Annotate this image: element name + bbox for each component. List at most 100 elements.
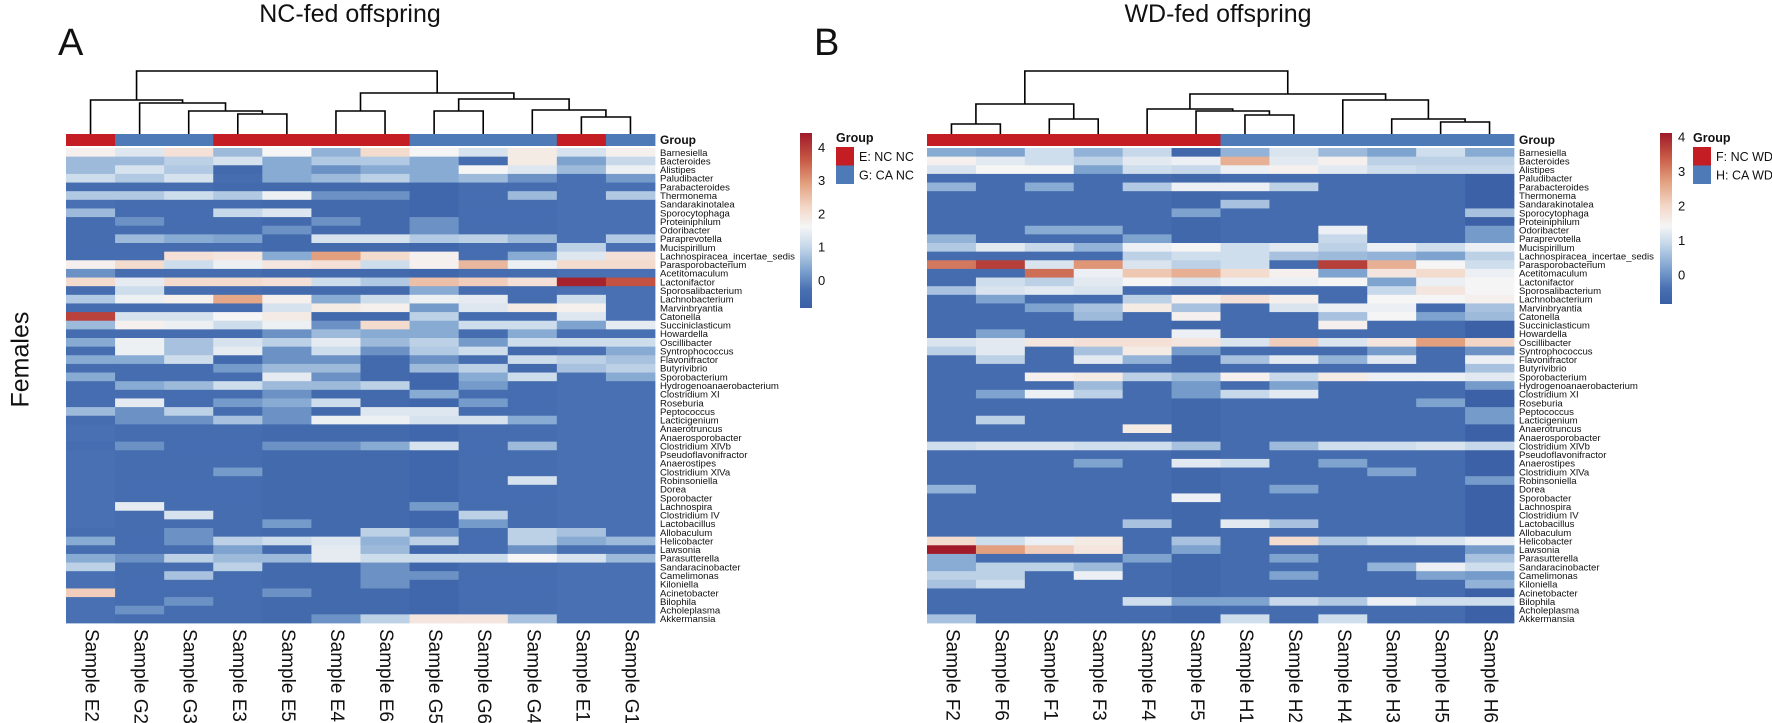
heatmap-cell	[66, 243, 116, 253]
heatmap-cell	[409, 303, 460, 313]
heatmap-cell	[1416, 536, 1466, 546]
heatmap-cell	[927, 234, 977, 244]
heatmap-cell	[213, 458, 263, 468]
heatmap-cell	[1024, 597, 1075, 607]
heatmap-cell	[1122, 217, 1172, 227]
heatmap-cell	[164, 191, 214, 201]
heatmap-cell	[115, 476, 165, 486]
row-label: Marvinbryantia	[1519, 303, 1583, 314]
heatmap-cell	[1073, 225, 1124, 235]
heatmap-cell	[164, 260, 214, 270]
heatmap-cell	[605, 571, 656, 581]
heatmap-cell	[1220, 528, 1270, 538]
heatmap-cell	[311, 484, 361, 494]
heatmap-cell	[1220, 579, 1270, 589]
heatmap-cell	[1122, 208, 1172, 218]
heatmap-cell	[975, 415, 1026, 425]
heatmap-cell	[262, 407, 312, 417]
heatmap-cell	[927, 510, 977, 520]
heatmap-cell	[1416, 579, 1466, 589]
heatmap-cell	[66, 148, 116, 158]
heatmap-cell	[164, 510, 214, 520]
heatmap-cell	[927, 450, 977, 460]
heatmap-cell	[927, 329, 977, 339]
heatmap-cell	[507, 234, 558, 244]
heatmap-cell	[360, 605, 410, 615]
column-label: Sample H2	[1284, 629, 1305, 723]
heatmap-cell	[115, 502, 165, 512]
heatmap-cell	[1465, 199, 1515, 209]
heatmap-cell	[311, 199, 361, 209]
heatmap-cell	[213, 433, 263, 443]
heatmap-cell	[458, 553, 509, 563]
heatmap-cell	[458, 467, 509, 477]
heatmap-cell	[409, 243, 460, 253]
group-annotation-cell	[1122, 134, 1172, 146]
heatmap-cell	[164, 268, 214, 278]
heatmap-cell	[1416, 312, 1466, 322]
heatmap-cell	[1367, 519, 1417, 529]
heatmap-cell	[556, 424, 607, 434]
heatmap-cell	[360, 441, 410, 451]
heatmap-cell	[115, 450, 165, 460]
heatmap-cell	[1220, 407, 1270, 417]
heatmap-cell	[360, 234, 410, 244]
group-annotation-cell	[1269, 134, 1319, 146]
heatmap-cell	[1465, 208, 1515, 218]
heatmap-cell	[1465, 320, 1515, 330]
heatmap-cell	[1269, 148, 1319, 158]
heatmap-cell	[164, 381, 214, 391]
heatmap-cell	[409, 286, 460, 296]
row-label: Clostridium XI	[660, 390, 720, 401]
heatmap-cell	[507, 329, 558, 339]
heatmap-cell	[1122, 320, 1172, 330]
column-dendrogram	[89, 70, 632, 134]
heatmap-cell	[1122, 286, 1172, 296]
dendrogram-branch	[1189, 93, 1387, 109]
heatmap-cell	[1318, 579, 1368, 589]
row-label: Bilophila	[1519, 597, 1556, 608]
heatmap-cell	[1171, 502, 1221, 512]
heatmap-cell	[1073, 346, 1124, 356]
heatmap-cell	[1367, 286, 1417, 296]
heatmap-cell	[1122, 165, 1172, 175]
heatmap-cell	[1024, 458, 1075, 468]
heatmap-cell	[927, 182, 977, 192]
heatmap-cell	[927, 389, 977, 399]
heatmap-cell	[66, 545, 116, 555]
heatmap-cell	[115, 329, 165, 339]
heatmap-cell	[975, 553, 1026, 563]
heatmap-cell	[1465, 528, 1515, 538]
heatmap-cell	[213, 199, 263, 209]
heatmap-cell	[1269, 579, 1319, 589]
heatmap-cell	[507, 346, 558, 356]
row-label: Sporocytophaga	[660, 208, 731, 219]
heatmap-cell	[1416, 545, 1466, 555]
heatmap-cell	[507, 441, 558, 451]
heatmap-cell	[213, 346, 263, 356]
heatmap-cell	[1073, 579, 1124, 589]
heatmap-cell	[1269, 441, 1319, 451]
column-label: Sample H4	[1333, 629, 1354, 723]
colorbar-tick-label: 0	[1678, 268, 1685, 283]
row-label: Parabacteroides	[660, 182, 730, 193]
heatmap-cell	[1171, 510, 1221, 520]
heatmap-cell	[1318, 398, 1368, 408]
row-label: Thermonema	[660, 191, 718, 202]
heatmap-cell	[458, 294, 509, 304]
heatmap-cell	[556, 191, 607, 201]
heatmap-cell	[458, 536, 509, 546]
heatmap-cell	[360, 363, 410, 373]
heatmap-cell	[311, 363, 361, 373]
heatmap-cell	[605, 208, 656, 218]
heatmap-cell	[213, 476, 263, 486]
heatmap-cell	[1318, 433, 1368, 443]
heatmap-cell	[1416, 338, 1466, 348]
heatmap-cell	[1465, 329, 1515, 339]
heatmap-cell	[262, 433, 312, 443]
heatmap-cell	[1269, 338, 1319, 348]
heatmap-cell	[1024, 217, 1075, 227]
colorbar	[800, 133, 812, 308]
heatmap-cell	[1073, 450, 1124, 460]
heatmap-cell	[115, 372, 165, 382]
